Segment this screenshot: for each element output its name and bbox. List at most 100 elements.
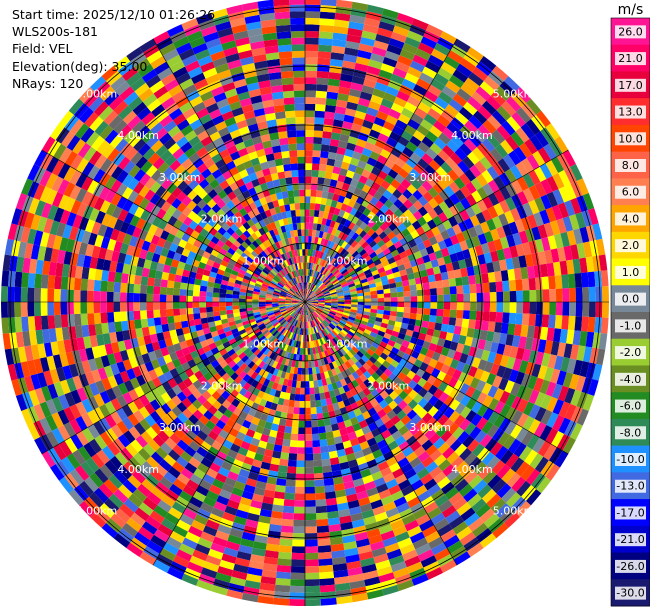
velocity-gate bbox=[415, 418, 427, 430]
velocity-gate bbox=[417, 302, 424, 309]
velocity-gate bbox=[285, 177, 293, 185]
velocity-gate bbox=[200, 567, 218, 579]
velocity-gate bbox=[325, 497, 338, 506]
velocity-gate bbox=[277, 316, 284, 322]
velocity-gate bbox=[309, 306, 316, 311]
velocity-gate bbox=[350, 402, 360, 411]
velocity-gate bbox=[117, 434, 131, 448]
velocity-gate bbox=[281, 77, 294, 86]
velocity-gate bbox=[207, 217, 217, 228]
velocity-gate bbox=[435, 315, 444, 324]
velocity-gate bbox=[215, 572, 232, 583]
velocity-gate bbox=[119, 370, 130, 383]
velocity-gate bbox=[83, 255, 92, 268]
velocity-gate bbox=[77, 445, 92, 462]
velocity-gate bbox=[274, 275, 281, 282]
velocity-gate bbox=[282, 321, 289, 328]
velocity-gate bbox=[515, 347, 525, 361]
velocity-gate bbox=[361, 446, 373, 457]
velocity-gate bbox=[72, 138, 86, 155]
velocity-gate bbox=[163, 371, 174, 382]
velocity-gate bbox=[9, 332, 18, 349]
velocity-gate bbox=[166, 280, 175, 289]
velocity-gate bbox=[374, 455, 387, 466]
velocity-gate bbox=[164, 437, 177, 450]
velocity-gate bbox=[329, 331, 336, 338]
velocity-gate bbox=[515, 427, 529, 443]
velocity-gate bbox=[273, 310, 281, 314]
velocity-gate bbox=[382, 404, 393, 415]
velocity-gate bbox=[324, 305, 332, 308]
velocity-gate bbox=[108, 474, 123, 489]
velocity-gate bbox=[347, 567, 363, 577]
velocity-gate bbox=[294, 320, 298, 327]
velocity-gate bbox=[592, 332, 601, 349]
velocity-gate bbox=[107, 270, 116, 282]
velocity-gate bbox=[27, 228, 37, 245]
velocity-gate bbox=[305, 513, 317, 521]
velocity-gate bbox=[272, 295, 280, 298]
velocity-gate bbox=[119, 302, 127, 312]
velocity-gate bbox=[525, 469, 541, 485]
velocity-gate bbox=[295, 116, 305, 124]
velocity-gate bbox=[64, 392, 76, 407]
velocity-gate bbox=[279, 458, 289, 467]
velocity-gate bbox=[585, 362, 596, 379]
velocity-gate bbox=[267, 380, 275, 389]
velocity-gate bbox=[305, 202, 311, 210]
velocity-gate bbox=[327, 315, 334, 320]
velocity-gate bbox=[69, 169, 82, 185]
velocity-gate bbox=[315, 309, 322, 315]
velocity-gate bbox=[53, 381, 65, 397]
velocity-gate bbox=[189, 496, 203, 509]
velocity-gate bbox=[211, 381, 221, 391]
velocity-gate bbox=[290, 579, 305, 587]
velocity-gate bbox=[404, 490, 418, 503]
velocity-gate bbox=[305, 255, 308, 263]
velocity-gate bbox=[238, 425, 249, 435]
velocity-gate bbox=[313, 386, 320, 395]
velocity-gate bbox=[225, 293, 233, 299]
velocity-gate bbox=[7, 302, 15, 318]
velocity-gate bbox=[281, 288, 288, 293]
velocity-gate bbox=[376, 565, 393, 577]
velocity-gate bbox=[563, 343, 573, 359]
velocity-gate bbox=[247, 266, 256, 273]
velocity-gate bbox=[348, 506, 362, 516]
velocity-gate bbox=[201, 274, 210, 282]
velocity-gate bbox=[319, 11, 336, 20]
velocity-gate bbox=[155, 446, 168, 460]
velocity-gate bbox=[87, 410, 99, 425]
velocity-gate bbox=[222, 511, 236, 522]
velocity-gate bbox=[272, 296, 279, 300]
velocity-gate bbox=[162, 264, 171, 274]
velocity-gate bbox=[409, 457, 422, 469]
velocity-gate bbox=[11, 240, 21, 257]
velocity-gate bbox=[147, 351, 157, 362]
velocity-gate bbox=[273, 591, 290, 599]
velocity-gate bbox=[402, 446, 414, 458]
velocity-gate bbox=[440, 481, 455, 495]
velocity-gate bbox=[220, 318, 229, 325]
velocity-gate bbox=[169, 483, 183, 496]
velocity-gate bbox=[288, 317, 294, 324]
velocity-gate bbox=[297, 314, 301, 321]
velocity-gate bbox=[323, 350, 330, 358]
velocity-gate bbox=[395, 473, 408, 485]
velocity-gate bbox=[275, 484, 286, 493]
velocity-gate bbox=[238, 387, 248, 397]
velocity-gate bbox=[365, 416, 375, 426]
velocity-gate bbox=[312, 143, 322, 151]
velocity-gate bbox=[280, 278, 287, 285]
velocity-gate bbox=[170, 259, 180, 268]
velocity-gate bbox=[311, 420, 319, 428]
velocity-gate bbox=[327, 444, 337, 453]
velocity-gate bbox=[316, 308, 323, 313]
velocity-gate bbox=[307, 308, 311, 315]
velocity-gate bbox=[447, 540, 464, 554]
velocity-gate bbox=[317, 545, 332, 553]
velocity-gate bbox=[56, 249, 66, 264]
velocity-gate bbox=[293, 367, 299, 375]
velocity-gate bbox=[169, 432, 182, 445]
velocity-gate bbox=[235, 431, 246, 441]
